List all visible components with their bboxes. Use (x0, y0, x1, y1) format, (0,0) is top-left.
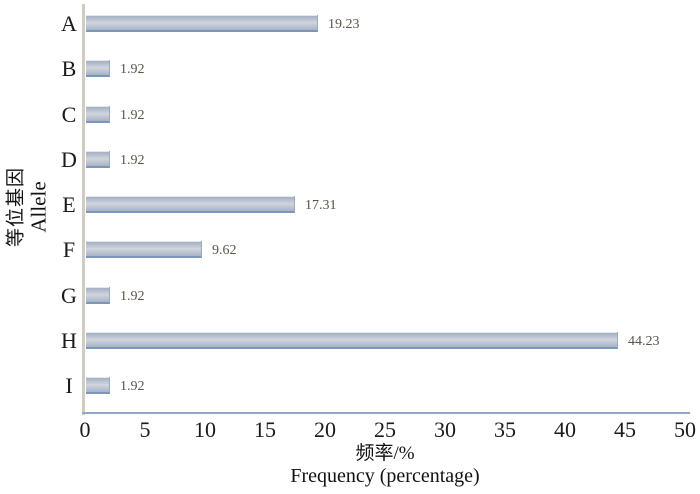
value-label: 1.92 (120, 288, 145, 304)
x-tick-label: 40 (554, 417, 576, 442)
category-label: F (62, 237, 76, 263)
x-tick-label: 5 (139, 417, 151, 442)
value-label: 1.92 (120, 62, 145, 78)
y-axis-line (82, 4, 85, 415)
category-label: G (61, 282, 77, 308)
category-label: B (61, 56, 77, 82)
x-axis-line (82, 412, 690, 414)
x-tick-label: 0 (79, 417, 91, 442)
x-tick-label: 30 (434, 417, 456, 442)
x-tick-label: 35 (494, 417, 516, 442)
category-label: I (65, 373, 73, 398)
x-tick-label: 15 (254, 417, 276, 442)
bar (86, 15, 318, 32)
category-label: A (61, 11, 77, 36)
x-axis-title: 频率/% Frequency (percentage) (85, 442, 685, 487)
value-label: 44.23 (628, 333, 660, 349)
bar (86, 331, 618, 349)
bar (86, 241, 202, 259)
x-tick-label: 20 (314, 417, 336, 442)
bar (86, 196, 295, 213)
x-axis-title-english: Frequency (percentage) (290, 465, 480, 487)
x-tick-label: 10 (194, 417, 216, 442)
value-label: 1.92 (120, 152, 145, 168)
bar (86, 150, 110, 168)
value-label: 17.31 (305, 198, 337, 213)
bar (86, 377, 110, 394)
x-axis-title-chinese: 频率/% (355, 443, 415, 464)
x-tick-label: 25 (374, 417, 396, 442)
bar (86, 60, 110, 78)
value-label: 1.92 (120, 379, 145, 394)
value-label: 1.92 (120, 107, 145, 123)
category-label: C (61, 101, 77, 127)
value-label: 19.23 (328, 17, 360, 32)
bar (86, 105, 110, 123)
value-label: 9.62 (212, 243, 237, 259)
category-label: H (61, 327, 77, 353)
bar (86, 286, 110, 304)
category-label: D (61, 146, 77, 172)
x-tick-label: 50 (674, 417, 696, 442)
x-tick-label: 45 (614, 417, 636, 442)
category-label: E (62, 192, 76, 217)
